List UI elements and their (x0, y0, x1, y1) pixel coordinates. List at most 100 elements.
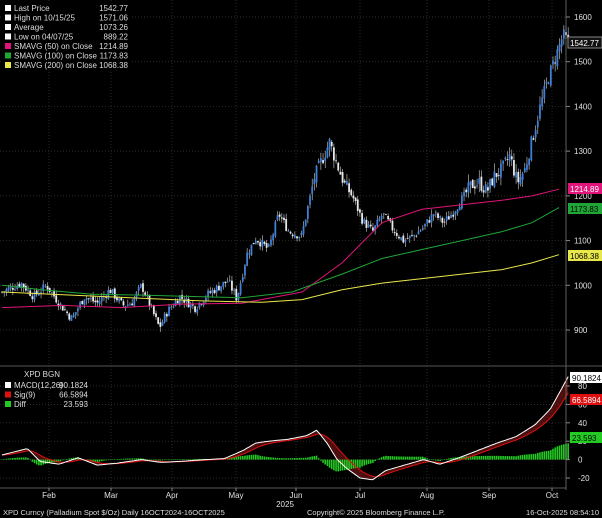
macd-last-value-tag-text: 23.593 (572, 434, 597, 443)
macd-diff-bar (140, 458, 142, 460)
macd-diff-bar (365, 459, 368, 465)
macd-diff-bar (96, 459, 99, 463)
macd-diff-bar (348, 459, 350, 470)
candle-body (304, 219, 307, 227)
candle-body (502, 160, 504, 164)
candle-body (161, 321, 164, 326)
candle-body (424, 223, 426, 227)
candle-body (421, 227, 424, 230)
macd-diff-bar (7, 458, 10, 460)
candle-body (348, 183, 350, 193)
macd-diff-bar (413, 456, 415, 460)
macd-diff-bar (396, 456, 398, 460)
sma-line-1 (1, 207, 560, 299)
candle-body (239, 283, 242, 295)
macd-diff-bar (311, 456, 313, 460)
candle-body (352, 195, 355, 199)
macd-diff-bar (346, 459, 348, 470)
candle-body (228, 280, 231, 282)
candle-body (44, 285, 47, 287)
macd-diff-bar (27, 457, 29, 460)
macd-diff-bar (33, 459, 36, 464)
candle-body (293, 235, 296, 238)
candle-body (437, 213, 439, 218)
legend-swatch (5, 5, 11, 11)
macd-diff-bar (428, 459, 431, 460)
macd-diff-bar (537, 452, 539, 460)
candle-body (439, 216, 442, 218)
candle-body (148, 295, 151, 307)
macd-diff-bar (534, 453, 537, 460)
candle-body (142, 283, 144, 292)
macd-diff-bar (471, 456, 474, 460)
candle-body (324, 157, 327, 162)
macd-diff-bar (558, 445, 561, 460)
candle-body (471, 179, 474, 188)
macd-diff-bar (354, 459, 357, 469)
macd-diff-bar (103, 459, 105, 461)
y-tick-label: 1000 (574, 281, 592, 290)
macd-diff-bar (155, 459, 157, 461)
candle-body (385, 214, 387, 216)
candle-body (313, 179, 316, 185)
macd-last-value-tag-text: 90.1824 (572, 374, 601, 383)
macd-diff-bar (40, 459, 42, 466)
candle-body (174, 300, 177, 307)
candle-body (53, 290, 55, 297)
candle-body (42, 284, 45, 291)
candle-body (367, 224, 370, 228)
macd-diff-bar (153, 459, 155, 461)
macd-diff-bar (77, 457, 79, 460)
candle-body (122, 301, 125, 306)
candle-body (172, 306, 175, 308)
macd-diff-bar (298, 457, 300, 460)
legend-label: Last Price (14, 4, 50, 13)
macd-diff-bar (105, 459, 107, 461)
candle-body (359, 209, 361, 213)
macd-diff-bar (114, 459, 116, 460)
macd-diff-bar (157, 459, 159, 461)
candle-body (196, 309, 199, 313)
candle-body (246, 252, 249, 266)
candle-body (387, 216, 390, 220)
candle-body (473, 186, 476, 189)
candle-body (113, 288, 116, 299)
macd-diff-bar (550, 450, 552, 460)
candle-body (463, 191, 465, 197)
macd-diff-bar (539, 452, 541, 460)
macd-diff-bar (255, 454, 257, 460)
candle-body (274, 221, 277, 237)
candle-body (560, 39, 563, 47)
macd-diff-bar (20, 457, 23, 460)
candle-body (517, 171, 520, 183)
footer-left: XPD Curncy (Palladium Spot $/Oz) Daily 1… (3, 508, 225, 517)
x-tick-label: Feb (42, 491, 56, 500)
macd-diff-bar (265, 456, 268, 460)
x-tick-label: May (228, 491, 243, 500)
candle-body (322, 160, 324, 164)
macd-diff-bar (461, 456, 463, 460)
candle-body (90, 298, 92, 300)
macd-diff-bar (489, 455, 491, 460)
macd-diff-bar (545, 451, 548, 460)
macd-diff-bar (276, 457, 279, 460)
macd-diff-bar (46, 459, 49, 464)
macd-diff-bar (161, 459, 164, 461)
candle-body (265, 243, 268, 248)
last-value-tag (568, 183, 602, 194)
candle-body (215, 285, 218, 293)
macd-diff-bar (543, 451, 546, 460)
candle-body (72, 314, 75, 318)
candle-body (339, 171, 342, 175)
macd-diff-bar (556, 446, 559, 460)
macd-diff-bar (361, 459, 363, 467)
candle-body (400, 237, 403, 240)
candle-body (18, 283, 21, 287)
candle-body (506, 159, 509, 160)
candle-body (205, 297, 207, 301)
candle-body (126, 304, 129, 306)
macd-diff-bar (474, 456, 476, 460)
macd-diff-bar (443, 459, 446, 460)
macd-diff-bar (181, 459, 183, 460)
